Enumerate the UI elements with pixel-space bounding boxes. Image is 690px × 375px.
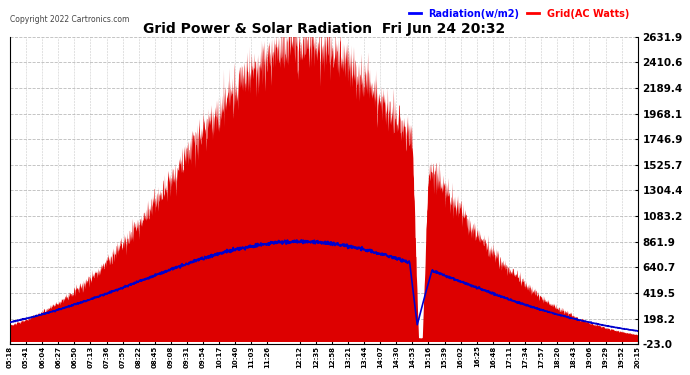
Title: Grid Power & Solar Radiation  Fri Jun 24 20:32: Grid Power & Solar Radiation Fri Jun 24 … (143, 22, 505, 36)
Legend: Radiation(w/m2), Grid(AC Watts): Radiation(w/m2), Grid(AC Watts) (405, 5, 633, 22)
Text: Copyright 2022 Cartronics.com: Copyright 2022 Cartronics.com (10, 15, 129, 24)
